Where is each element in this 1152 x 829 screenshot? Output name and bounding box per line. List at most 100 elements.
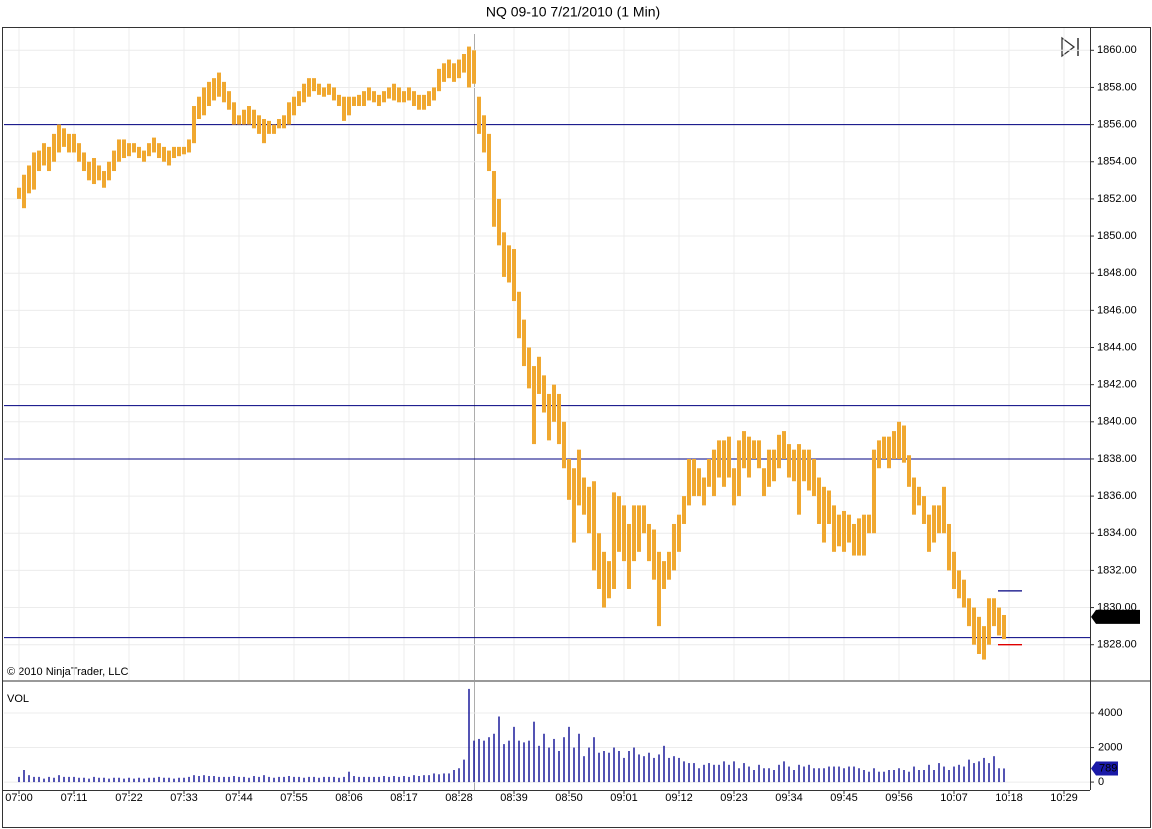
price-bar (1002, 614, 1006, 640)
price-bar (982, 626, 986, 660)
price-bar (707, 458, 711, 487)
price-bar (937, 505, 941, 534)
price-bar (657, 551, 661, 627)
x-tick-label: 09:12 (665, 792, 693, 804)
price-bar (52, 133, 56, 162)
y-tick-label: 1844.00 (1097, 341, 1137, 353)
price-bar (17, 187, 21, 199)
x-tick-label: 07:22 (115, 792, 143, 804)
price-bar (722, 440, 726, 487)
price-bar (522, 319, 526, 367)
price-bar (932, 505, 936, 543)
price-bar (357, 94, 361, 107)
price-bar (327, 83, 331, 95)
price-bar (792, 449, 796, 482)
price-bar (977, 616, 981, 654)
y-tick-label: 0 (1098, 776, 1104, 788)
price-bar (167, 150, 171, 166)
price-bar (552, 384, 556, 422)
price-bar (607, 561, 611, 599)
price-bar (997, 607, 1001, 636)
price-bar (47, 146, 51, 172)
price-bar (312, 78, 316, 92)
price-bar (697, 468, 701, 497)
copyright: © 2010 NinjaTrader, LLC (7, 666, 128, 678)
price-bar (257, 115, 261, 134)
price-bar (952, 551, 956, 589)
price-bar (467, 46, 471, 88)
price-bar (582, 477, 586, 515)
price-bar (317, 83, 321, 95)
play-icon (1061, 36, 1076, 58)
price-bar (877, 440, 881, 469)
price-bar (132, 143, 136, 153)
price-bar (237, 115, 241, 125)
price-bar (677, 514, 681, 552)
price-bar (92, 158, 96, 185)
price-bar (322, 87, 326, 97)
y-tick-label: 1836.00 (1097, 490, 1137, 502)
price-bar (442, 63, 446, 82)
price-bar (687, 458, 691, 506)
price-bar (147, 143, 151, 157)
price-bar (137, 146, 141, 159)
scroll-end-button[interactable] (1061, 36, 1079, 58)
price-bar (417, 94, 421, 110)
y-tick-label: 1842.00 (1097, 379, 1137, 391)
price-bar (887, 436, 891, 469)
last-price-label: 1829.50 (1099, 611, 1139, 623)
price-bar (627, 523, 631, 589)
price-bar (492, 171, 496, 227)
price-bar (872, 449, 876, 534)
price-bar (407, 87, 411, 101)
chart-title: NQ 09-10 7/21/2010 (1 Min) (486, 4, 660, 20)
price-bar (267, 120, 271, 134)
price-bar (947, 523, 951, 571)
price-bar (337, 94, 341, 107)
price-bar (402, 91, 406, 103)
price-bar (347, 96, 351, 116)
price-bar (102, 171, 106, 188)
price-bar (897, 421, 901, 459)
price-bar (512, 249, 516, 302)
x-tick-label: 07:00 (5, 792, 33, 804)
price-bar (807, 449, 811, 491)
price-bar (632, 505, 636, 562)
price-bar (497, 198, 501, 246)
price-bar (647, 523, 651, 562)
x-tick-label: 08:28 (445, 792, 473, 804)
price-bar (232, 102, 236, 125)
price-bar (462, 54, 466, 73)
x-tick-label: 07:55 (280, 792, 308, 804)
price-bar (567, 458, 571, 500)
price-bar (992, 598, 996, 627)
y-tick-label: 2000 (1098, 741, 1122, 753)
price-bar (172, 146, 176, 159)
price-bar (382, 91, 386, 103)
price-bar (67, 133, 71, 153)
price-bar (517, 291, 521, 339)
price-bar (902, 425, 906, 463)
y-tick-label: 1858.00 (1097, 81, 1137, 93)
price-bar (262, 119, 266, 144)
x-tick-label: 08:06 (335, 792, 363, 804)
price-bar (377, 94, 381, 107)
price-bar (117, 139, 121, 162)
y-tick-label: 1832.00 (1097, 564, 1137, 576)
price-bar (752, 440, 756, 459)
last-volume-label: 789 (1099, 762, 1117, 774)
price-bar (212, 78, 216, 101)
price-bar (797, 444, 801, 515)
price-bar (712, 449, 716, 497)
x-tick-label: 10:18 (995, 792, 1023, 804)
price-bar (272, 124, 276, 134)
price-bar (297, 91, 301, 107)
price-bar (27, 165, 31, 194)
price-bar (287, 102, 291, 125)
price-bar (892, 431, 896, 459)
last-price-box (1091, 609, 1140, 624)
price-bar (682, 496, 686, 524)
y-tick-label: 1840.00 (1097, 416, 1137, 428)
price-bar (227, 91, 231, 110)
price-bar (222, 81, 226, 103)
